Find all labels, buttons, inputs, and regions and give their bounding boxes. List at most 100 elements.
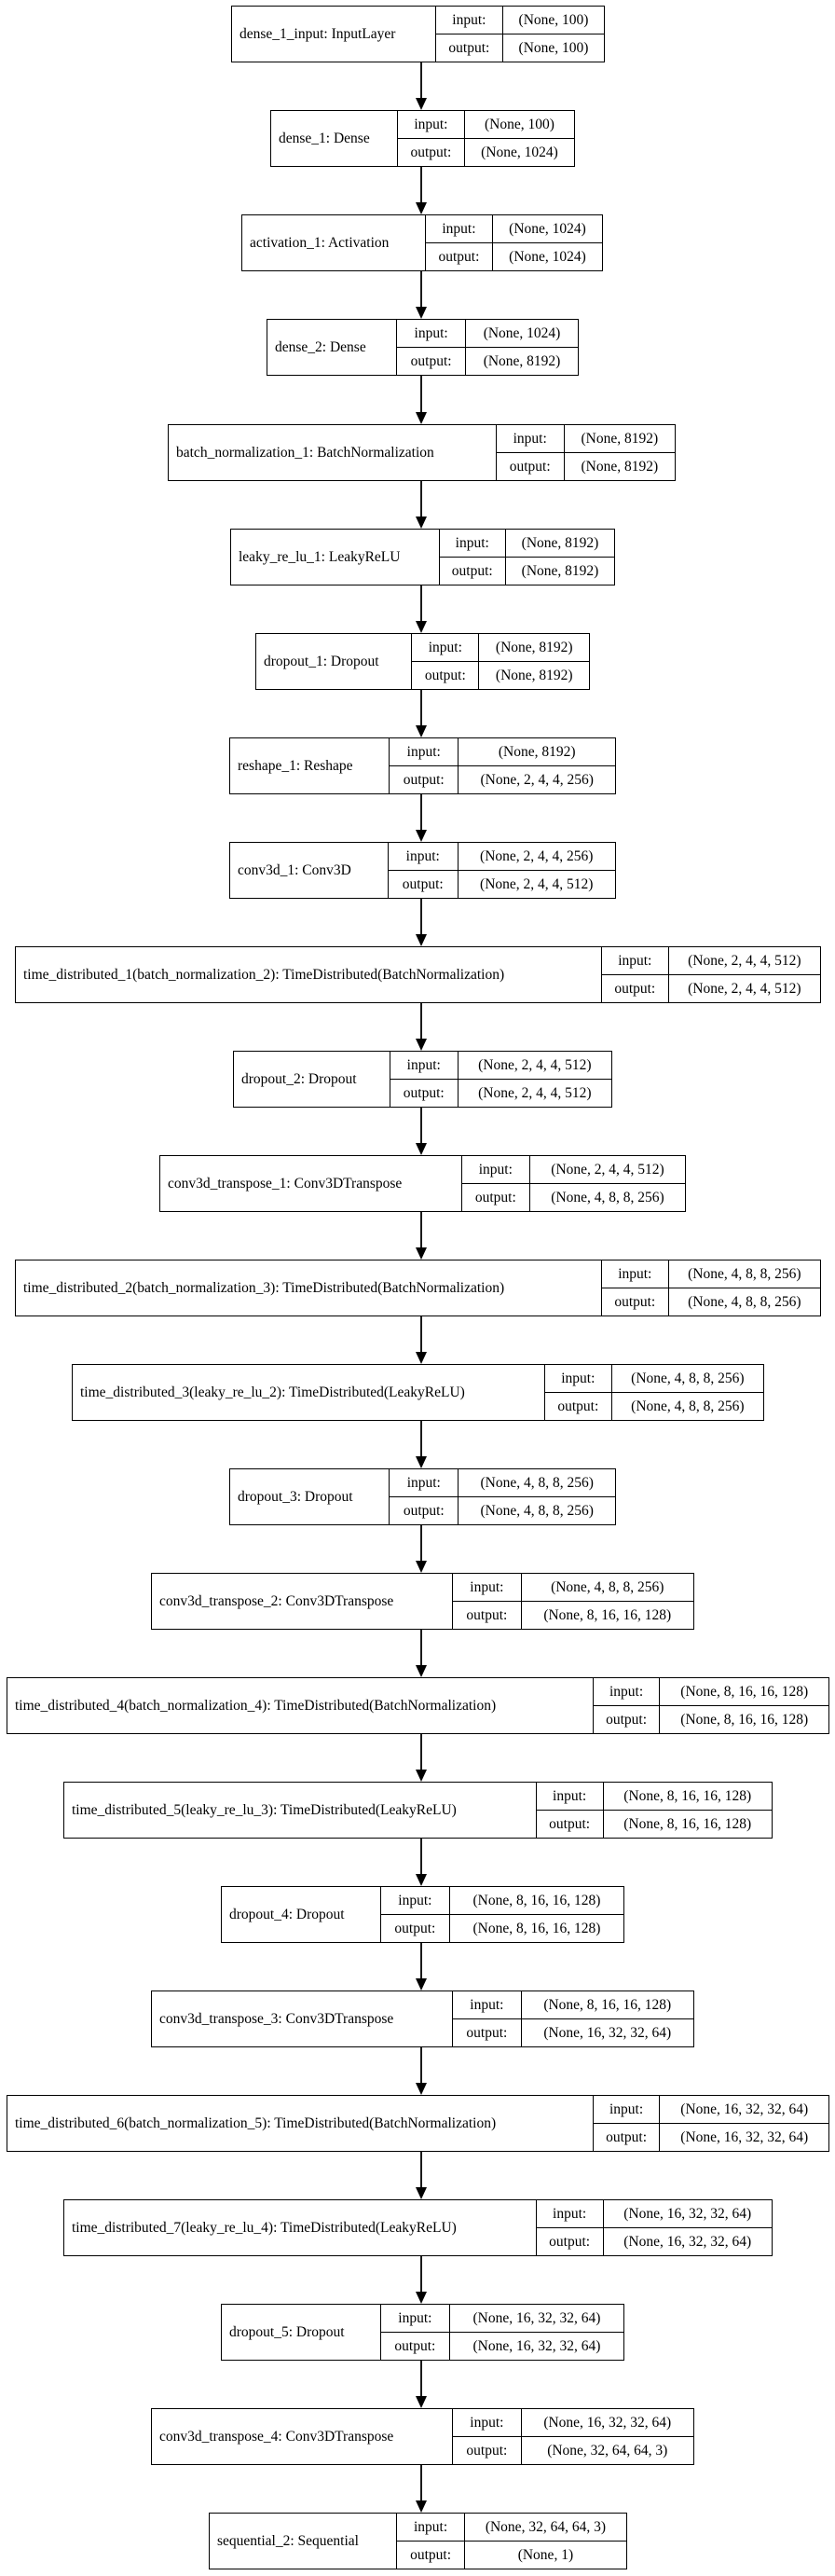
output-label: output: xyxy=(593,2123,661,2151)
layer-name: conv3d_transpose_3: Conv3DTranspose xyxy=(151,1991,454,2047)
layer-node-conv3d-transpose-1: conv3d_transpose_1: Conv3DTranspose inpu… xyxy=(159,1155,686,1212)
output-shape: (None, 4, 8, 8, 256) xyxy=(631,1398,745,1414)
layer-name: sequential_2: Sequential xyxy=(209,2513,398,2569)
layer-name: time_distributed_6(batch_normalization_5… xyxy=(7,2095,594,2152)
output-shape: (None, 8192) xyxy=(581,458,659,475)
input-label: input: xyxy=(390,1469,459,1497)
input-label: input: xyxy=(397,111,465,139)
input-shape: (None, 4, 8, 8, 256) xyxy=(611,1365,763,1393)
output-shape: (None, 8192) xyxy=(483,352,561,369)
input-shape: (None, 8, 16, 16, 128) xyxy=(449,1887,623,1915)
layer-name: time_distributed_1(batch_normalization_2… xyxy=(15,946,602,1003)
edge-arrowhead xyxy=(416,2292,427,2304)
edge-arrowhead xyxy=(416,2500,427,2513)
edge-arrowhead xyxy=(416,725,427,737)
input-shape: (None, 2, 4, 4, 256) xyxy=(458,843,615,871)
output-shape: (None, 100) xyxy=(518,39,589,56)
output-shape: (None, 2, 4, 4, 512) xyxy=(480,875,594,892)
input-label: input: xyxy=(461,1156,531,1184)
layer-name: batch_normalization_1: BatchNormalizatio… xyxy=(168,424,497,481)
layer-name: dense_2: Dense xyxy=(267,319,398,376)
input-label: input: xyxy=(435,7,503,34)
layer-node-dense-1-input: dense_1_input: InputLayer input: (None, … xyxy=(231,6,605,62)
layer-name: dropout_2: Dropout xyxy=(233,1051,390,1108)
input-label: input: xyxy=(536,2200,604,2228)
input-label: input: xyxy=(390,738,459,766)
layer-node-dropout-2: dropout_2: Dropout input: (None, 2, 4, 4… xyxy=(233,1051,612,1108)
input-shape: (None, 4, 8, 8, 256) xyxy=(458,1469,615,1497)
layer-name: dropout_1: Dropout xyxy=(255,633,413,690)
layer-name: time_distributed_7(leaky_re_lu_4): TimeD… xyxy=(63,2199,537,2256)
input-label: input: xyxy=(601,1260,669,1288)
input-shape: (None, 16, 32, 32, 64) xyxy=(603,2200,772,2228)
edge-arrowhead xyxy=(416,98,427,110)
edge-arrowhead xyxy=(416,1770,427,1782)
layer-name: dense_1: Dense xyxy=(270,110,398,167)
output-label: output: xyxy=(412,661,480,689)
output-label: output: xyxy=(390,1079,459,1107)
output-shape: (None, 16, 32, 32, 64) xyxy=(543,2024,672,2041)
output-label: output: xyxy=(453,2436,522,2464)
edge-arrowhead xyxy=(416,1665,427,1677)
input-label: input: xyxy=(453,1991,522,2019)
input-shape: (None, 16, 32, 32, 64) xyxy=(521,2409,693,2437)
edge-arrowhead xyxy=(416,621,427,633)
edge-arrowhead xyxy=(416,830,427,842)
layer-node-conv3d-1: conv3d_1: Conv3D input: (None, 2, 4, 4, … xyxy=(229,842,616,899)
output-shape: (None, 2, 4, 4, 512) xyxy=(478,1084,592,1101)
input-shape: (None, 4, 8, 8, 256) xyxy=(521,1574,693,1602)
input-label: input: xyxy=(388,843,459,871)
input-label: input: xyxy=(593,2096,661,2124)
layer-node-sequential-2: sequential_2: Sequential input: (None, 3… xyxy=(209,2513,627,2569)
output-label: output: xyxy=(536,1810,604,1838)
output-shape: (None, 4, 8, 8, 256) xyxy=(551,1189,664,1205)
edge-arrowhead xyxy=(416,2083,427,2095)
input-shape: (None, 8192) xyxy=(505,530,614,558)
input-shape: (None, 2, 4, 4, 512) xyxy=(668,947,820,975)
output-shape: (None, 8, 16, 16, 128) xyxy=(623,1815,752,1832)
layer-node-batch-normalization-1: batch_normalization_1: BatchNormalizatio… xyxy=(168,424,676,481)
output-shape: (None, 16, 32, 32, 64) xyxy=(680,2128,809,2145)
input-label: input: xyxy=(593,1678,661,1706)
edge-arrowhead xyxy=(416,2187,427,2199)
layer-node-time-distributed-6-batch-normalization-5: time_distributed_6(batch_normalization_5… xyxy=(7,2095,829,2152)
output-label: output: xyxy=(601,974,669,1002)
output-label: output: xyxy=(397,138,465,166)
output-label: output: xyxy=(461,1183,531,1211)
layer-node-time-distributed-4-batch-normalization-4: time_distributed_4(batch_normalization_4… xyxy=(7,1677,829,1734)
layer-node-dropout-4: dropout_4: Dropout input: (None, 8, 16, … xyxy=(221,1886,624,1943)
layer-name: conv3d_1: Conv3D xyxy=(229,842,389,899)
input-shape: (None, 16, 32, 32, 64) xyxy=(659,2096,828,2124)
input-shape: (None, 100) xyxy=(464,111,574,139)
output-label: output: xyxy=(601,1288,669,1316)
layer-name: dense_1_input: InputLayer xyxy=(231,6,436,62)
input-label: input: xyxy=(601,947,669,975)
output-label: output: xyxy=(544,1392,612,1420)
output-shape: (None, 16, 32, 32, 64) xyxy=(472,2337,601,2354)
output-shape: (None, 8192) xyxy=(495,667,573,683)
edge-arrowhead xyxy=(416,1143,427,1155)
input-label: input: xyxy=(425,215,493,243)
layer-name: time_distributed_3(leaky_re_lu_2): TimeD… xyxy=(72,1364,545,1421)
layer-node-dense-1: dense_1: Dense input: (None, 100) output… xyxy=(270,110,575,167)
edge-arrowhead xyxy=(416,517,427,529)
input-label: input: xyxy=(380,2305,450,2333)
layer-name: dropout_3: Dropout xyxy=(229,1468,390,1525)
edge-arrowhead xyxy=(416,1456,427,1468)
output-label: output: xyxy=(390,1496,459,1524)
layer-node-time-distributed-3-leaky-re-lu-2: time_distributed_3(leaky_re_lu_2): TimeD… xyxy=(72,1364,764,1421)
layer-name: reshape_1: Reshape xyxy=(229,737,390,794)
output-label: output: xyxy=(390,765,459,793)
output-label: output: xyxy=(439,557,506,585)
layer-node-dropout-1: dropout_1: Dropout input: (None, 8192) o… xyxy=(255,633,590,690)
output-shape: (None, 1024) xyxy=(509,248,586,265)
layer-node-activation-1: activation_1: Activation input: (None, 1… xyxy=(241,214,603,271)
layer-name: conv3d_transpose_1: Conv3DTranspose xyxy=(159,1155,462,1212)
output-label: output: xyxy=(380,1914,450,1942)
layer-node-dense-2: dense_2: Dense input: (None, 1024) outpu… xyxy=(267,319,579,376)
input-shape: (None, 16, 32, 32, 64) xyxy=(449,2305,623,2333)
layer-name: conv3d_transpose_4: Conv3DTranspose xyxy=(151,2408,454,2465)
output-label: output: xyxy=(397,347,467,375)
output-label: output: xyxy=(388,870,459,898)
